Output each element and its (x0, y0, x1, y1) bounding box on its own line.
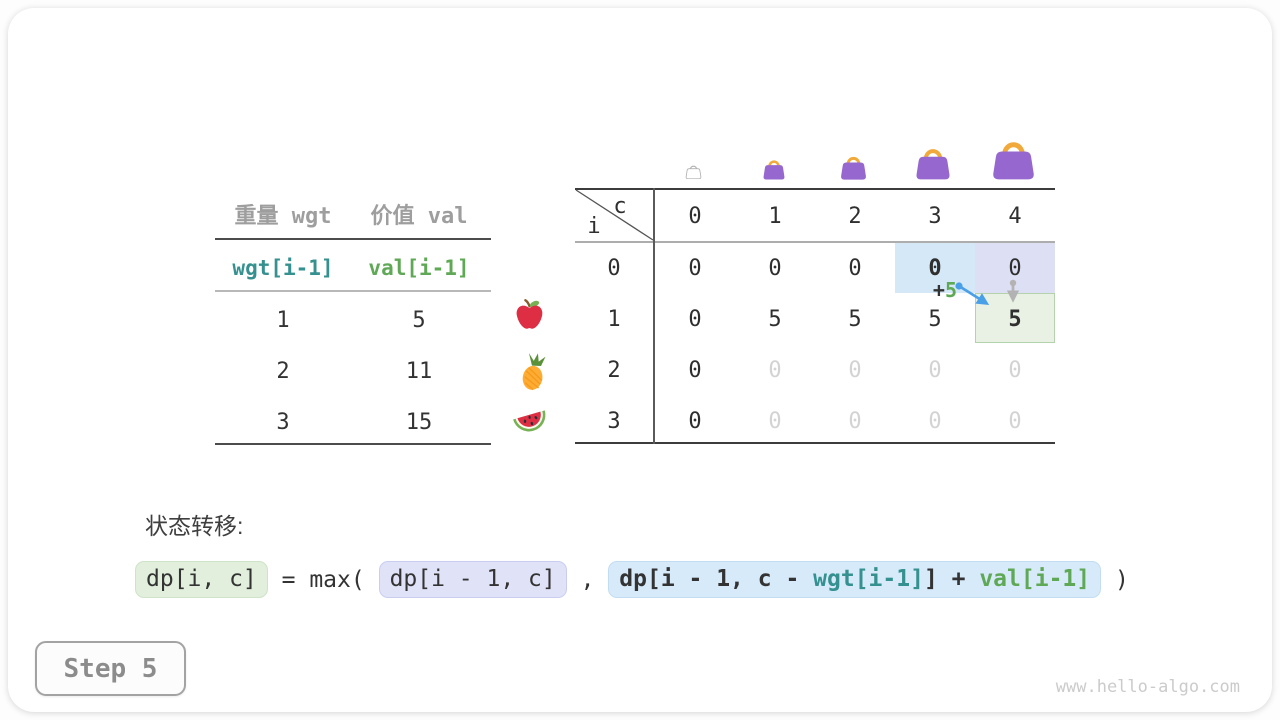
dp-cell: 0 (688, 409, 702, 434)
apple-icon (513, 298, 546, 331)
dp-cell: 0 (848, 358, 862, 383)
item-row-val: 15 (405, 410, 433, 435)
pineapple-icon (516, 352, 552, 392)
formula-arg1: dp[i - 1, c] (378, 561, 567, 599)
dp-table-rule-bottom (575, 442, 1055, 444)
dp-table-rule-header (575, 241, 1055, 243)
handbag-icon (914, 144, 952, 180)
dp-cell: 0 (928, 358, 942, 383)
dp-cell: 0 (688, 307, 702, 332)
items-table-rule-bottom (215, 443, 491, 445)
items-col-header-value: 价值 val (370, 204, 468, 229)
dp-cell: 0 (1008, 409, 1022, 434)
watermark: www.hello-algo.com (1055, 677, 1240, 697)
item-row-val: 11 (405, 359, 433, 384)
formula-lhs: dp[i, c] (135, 561, 268, 599)
formula-eq-max: = max( (267, 566, 379, 593)
dp-cell: 0 (1008, 358, 1022, 383)
item-row-wgt: 3 (276, 410, 290, 435)
transition-label: 状态转移: (145, 513, 244, 539)
dp-col-header: 3 (928, 204, 942, 229)
dp-row-header: 1 (607, 307, 621, 332)
dp-cell: 0 (768, 256, 782, 281)
dp-cell-target: 5 (1008, 307, 1022, 332)
dp-col-header: 0 (688, 204, 702, 229)
items-col-header-weight: 重量 wgt (234, 204, 332, 229)
step-button[interactable]: Step 5 (35, 641, 186, 696)
item-row-wgt: 1 (276, 308, 290, 333)
dp-cell: 0 (848, 256, 862, 281)
items-formula-wgt: wgt[i-1] (232, 256, 334, 280)
dp-col-header: 4 (1008, 204, 1022, 229)
dp-col-header: 1 (768, 204, 782, 229)
dp-cell: 0 (928, 409, 942, 434)
dp-row-header: 2 (607, 358, 621, 383)
handbag-icon (762, 157, 786, 180)
items-table-rule-top (215, 238, 491, 240)
transition-formula: dp[i, c] = max( dp[i - 1, c] , dp[i - 1,… (135, 561, 1129, 599)
plus-value-annotation: +5 (932, 278, 957, 302)
items-table-rule-mid (215, 290, 491, 292)
dp-corner-row-label: i (587, 214, 601, 239)
dp-row-header: 0 (607, 256, 621, 281)
dp-cell: 5 (768, 307, 782, 332)
dp-cell-keep-source: 0 (928, 256, 942, 281)
items-formula-val: val[i-1] (368, 256, 470, 280)
dp-cell: 0 (768, 409, 782, 434)
dp-cell: 0 (688, 256, 702, 281)
dp-cell-skip-source: 0 (1008, 256, 1022, 281)
dp-table-rule-top (575, 188, 1055, 190)
item-row-val: 5 (412, 308, 426, 333)
dp-table-rule-vertical (653, 188, 655, 444)
formula-arg2: dp[i - 1, c - wgt[i-1]] + val[i-1] (608, 561, 1102, 599)
dp-cell: 0 (688, 358, 702, 383)
watermelon-icon (509, 401, 550, 438)
dp-cell: 0 (848, 409, 862, 434)
formula-comma: , (566, 566, 609, 593)
empty-bag-icon (685, 163, 702, 179)
formula-close: ) (1101, 566, 1129, 593)
dp-cell: 5 (848, 307, 862, 332)
handbag-icon (990, 136, 1037, 180)
dp-col-header: 2 (848, 204, 862, 229)
dp-cell: 0 (768, 358, 782, 383)
item-row-wgt: 2 (276, 359, 290, 384)
dp-cell: 5 (928, 307, 942, 332)
handbag-icon (839, 153, 868, 180)
dp-row-header: 3 (607, 409, 621, 434)
